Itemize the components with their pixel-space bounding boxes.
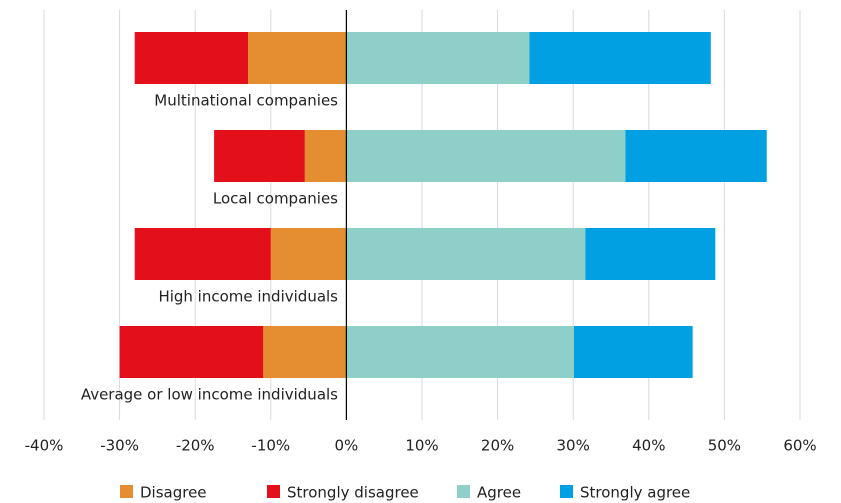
bar-segment: [346, 130, 626, 182]
x-tick-label: 0%: [335, 437, 359, 455]
category-label: High income individuals: [158, 288, 338, 306]
bar-segment: [270, 228, 347, 280]
category-label: Average or low income individuals: [81, 386, 338, 404]
legend-swatch: [267, 485, 280, 498]
bar-segment: [625, 130, 767, 182]
bar-segment: [119, 326, 264, 378]
x-tick-label: 10%: [405, 437, 438, 455]
bar-segment: [573, 326, 693, 378]
bar-segment: [134, 32, 249, 84]
bar-segment: [346, 32, 530, 84]
bar-segment: [304, 130, 347, 182]
bar-segment: [248, 32, 347, 84]
bar-segment: [134, 228, 271, 280]
legend-swatch: [560, 485, 573, 498]
bar-segment: [346, 228, 586, 280]
legend-label: Disagree: [140, 484, 207, 502]
bar-segment: [214, 130, 305, 182]
bar-segment: [585, 228, 716, 280]
x-tick-label: -20%: [176, 437, 215, 455]
legend-label: Agree: [477, 484, 521, 502]
x-tick-label: 60%: [783, 437, 816, 455]
x-tick-label: 20%: [481, 437, 514, 455]
x-tick-label: -40%: [25, 437, 64, 455]
category-label: Multinational companies: [154, 92, 338, 110]
category-label: Local companies: [213, 190, 338, 208]
legend-swatch: [120, 485, 133, 498]
x-tick-label: -30%: [100, 437, 139, 455]
bar-segment: [263, 326, 347, 378]
legend-swatch: [457, 485, 470, 498]
legend-label: Strongly agree: [580, 484, 690, 502]
legend-label: Strongly disagree: [287, 484, 419, 502]
bar-segment: [346, 326, 574, 378]
bar-segment: [529, 32, 711, 84]
x-tick-label: 30%: [557, 437, 590, 455]
x-tick-label: -10%: [251, 437, 290, 455]
x-tick-label: 40%: [632, 437, 665, 455]
x-tick-label: 50%: [708, 437, 741, 455]
